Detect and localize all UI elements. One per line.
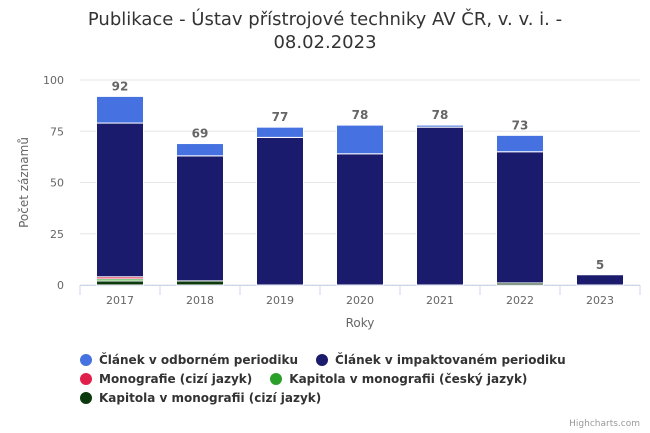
x-axis-title: Roky	[346, 316, 375, 330]
bar-segment	[336, 124, 384, 155]
bar-chart: 0 25 50 75 100 2017 2018 2019 2020 2021 2022 2023 92…	[17, 74, 641, 330]
bar-total-label: 69	[192, 127, 209, 141]
bar-segment	[416, 124, 464, 128]
bar-segment	[176, 280, 224, 286]
bar-segment	[176, 143, 224, 157]
legend-item-clanek-odborny[interactable]: Článek v odborném periodiku	[80, 353, 298, 367]
legend-label: Článek v odborném periodiku	[99, 352, 299, 367]
bar-total-label: 92	[112, 79, 129, 93]
x-tick-label: 2018	[186, 294, 214, 307]
x-tick-label: 2023	[586, 294, 614, 307]
bar-total-label: 78	[352, 108, 369, 122]
legend-item-kapitola-cesky[interactable]: Kapitola v monografii (český jazyk)	[270, 372, 527, 386]
bar-segment	[416, 126, 464, 286]
legend-dot-icon	[80, 372, 92, 385]
bar-segment	[496, 151, 544, 284]
chart-legend: Článek v odborném periodiku Článek v imp…	[80, 350, 600, 407]
legend-dot-icon	[270, 372, 283, 385]
legend-item-monografie-cizi[interactable]: Monografie (cizí jazyk)	[80, 372, 252, 386]
y-tick-label: 50	[50, 177, 64, 190]
x-tick-label: 2020	[346, 294, 374, 307]
legend-item-clanek-impakt[interactable]: Článek v impaktovaném periodiku	[316, 353, 566, 367]
y-tick-label: 25	[50, 228, 64, 241]
y-tick-label: 75	[50, 125, 64, 138]
bar-total-label: 73	[512, 118, 529, 132]
bar-total-label: 78	[432, 108, 449, 122]
x-tick-label: 2022	[506, 294, 534, 307]
bar-segment	[336, 153, 384, 286]
x-tick-label: 2017	[106, 294, 134, 307]
legend-dot-icon	[80, 353, 92, 366]
legend-label: Kapitola v monografii (český jazyk)	[289, 371, 528, 386]
x-tick-label: 2019	[266, 294, 294, 307]
bar-segment	[576, 274, 624, 286]
legend-label: Kapitola v monografii (cizí jazyk)	[99, 390, 322, 405]
y-tick-label: 100	[43, 74, 64, 87]
bar-segment	[176, 155, 224, 282]
bar-total-label: 77	[272, 110, 289, 124]
bar-segment	[96, 95, 144, 124]
chart-title-line1: Publikace - Ústav přístrojové techniky A…	[87, 9, 563, 30]
y-tick-label: 0	[57, 279, 64, 292]
x-tick-label: 2021	[426, 294, 454, 307]
legend-label: Monografie (cizí jazyk)	[99, 371, 253, 386]
legend-dot-icon	[316, 353, 329, 366]
legend-dot-icon	[80, 391, 92, 404]
credits-link[interactable]: Highcharts.com	[569, 419, 640, 429]
bar-segment	[256, 136, 304, 286]
legend-label: Článek v impaktovaném periodiku	[335, 352, 566, 367]
bar-segment	[496, 134, 544, 153]
y-axis-title: Počet záznamů	[17, 137, 31, 228]
bar-segment	[96, 122, 144, 278]
chart-title-line2: 08.02.2023	[273, 32, 377, 53]
bar-segment	[256, 126, 304, 138]
bar-segment	[96, 280, 144, 286]
chart-title: Publikace - Ústav přístrojové techniky A…	[0, 8, 650, 54]
bar-total-label: 5	[596, 258, 604, 272]
legend-item-kapitola-cizi[interactable]: Kapitola v monografii (cizí jazyk)	[80, 391, 321, 405]
